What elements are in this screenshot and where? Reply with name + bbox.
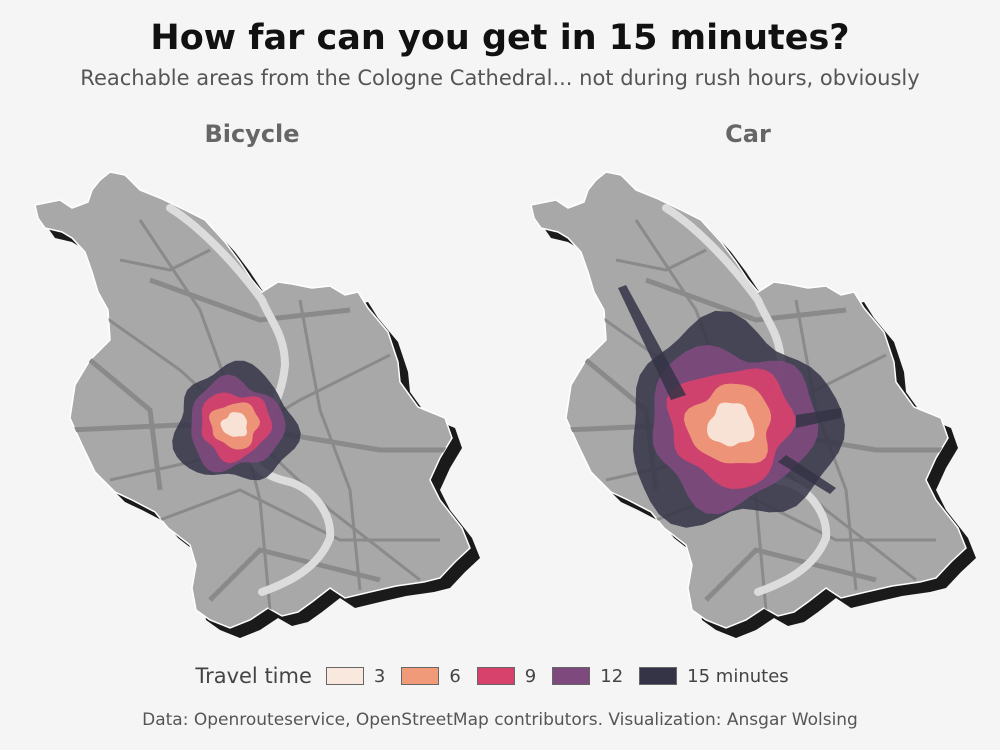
isochrone-3-min — [220, 412, 247, 437]
legend-swatch — [552, 667, 591, 685]
car-isochrone-map — [530, 171, 976, 638]
legend-item-12: 12 — [552, 666, 623, 687]
map-title: How far can you get in 15 minutes? — [150, 18, 850, 58]
legend-label: 12 — [600, 665, 624, 687]
street — [88, 358, 163, 491]
legend-item-15: 15 minutes — [639, 666, 789, 687]
legend-item-9: 9 — [476, 665, 537, 687]
street — [298, 299, 362, 591]
street — [208, 547, 381, 602]
legend-item-6: 6 — [401, 665, 461, 687]
street — [704, 547, 877, 602]
legend-item-3: 3 — [325, 665, 386, 687]
legend-title: Travel time — [195, 664, 312, 688]
legend-label: 3 — [373, 665, 386, 687]
bicycle-isochrone-map — [34, 171, 480, 638]
street — [159, 488, 440, 542]
legend-label: 6 — [449, 665, 461, 687]
isochrone-3-min — [707, 402, 755, 447]
street — [645, 277, 847, 323]
legend-label: 9 — [524, 665, 537, 687]
legend-swatch — [476, 667, 515, 685]
legend-swatch — [325, 667, 364, 685]
travel-time-legend: Travel time 3 6 9 12 15 minutes — [0, 660, 1000, 692]
panel-title-car: Car — [725, 120, 771, 148]
source-caption: Data: Openrouteservice, OpenStreetMap co… — [142, 710, 858, 730]
street — [119, 248, 211, 272]
street — [615, 248, 707, 272]
street — [149, 277, 351, 323]
isochrone-road-spike — [796, 408, 841, 428]
legend-label: 15 minutes — [687, 665, 789, 687]
isochrone-road-spike — [618, 285, 686, 400]
legend-swatch — [401, 667, 440, 685]
isochrone-road-spike — [778, 455, 836, 494]
panel-title-bicycle: Bicycle — [204, 120, 300, 148]
legend-swatch — [639, 667, 678, 685]
map-subtitle: Reachable areas from the Cologne Cathedr… — [80, 66, 920, 90]
